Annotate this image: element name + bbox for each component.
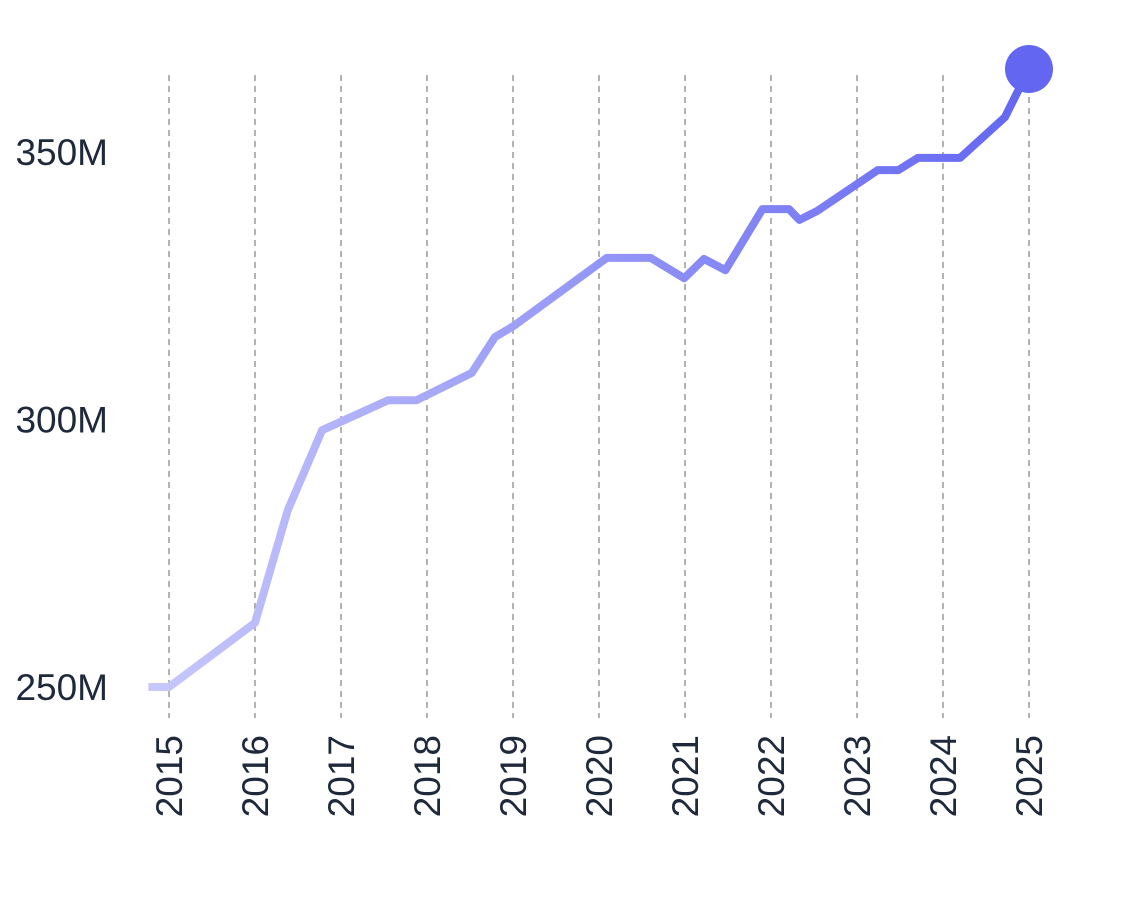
end-marker [1005,45,1053,93]
x-tick-label: 2015 [149,735,190,817]
x-tick-label: 2016 [235,735,276,817]
line [148,67,1033,691]
x-tick-label: 2022 [751,735,792,817]
x-tick-label: 2024 [923,735,964,817]
y-tick-label: 350M [15,132,108,173]
x-tick-label: 2018 [407,735,448,817]
x-tick-label: 2025 [1009,735,1050,817]
y-tick-label: 300M [15,399,108,440]
y-tick-label: 250M [15,667,108,708]
x-tick-label: 2023 [837,735,878,817]
x-tick-label: 2021 [665,735,706,817]
x-tick-label: 2019 [493,735,534,817]
x-tick-label: 2017 [321,735,362,817]
x-tick-label: 2020 [579,735,620,817]
